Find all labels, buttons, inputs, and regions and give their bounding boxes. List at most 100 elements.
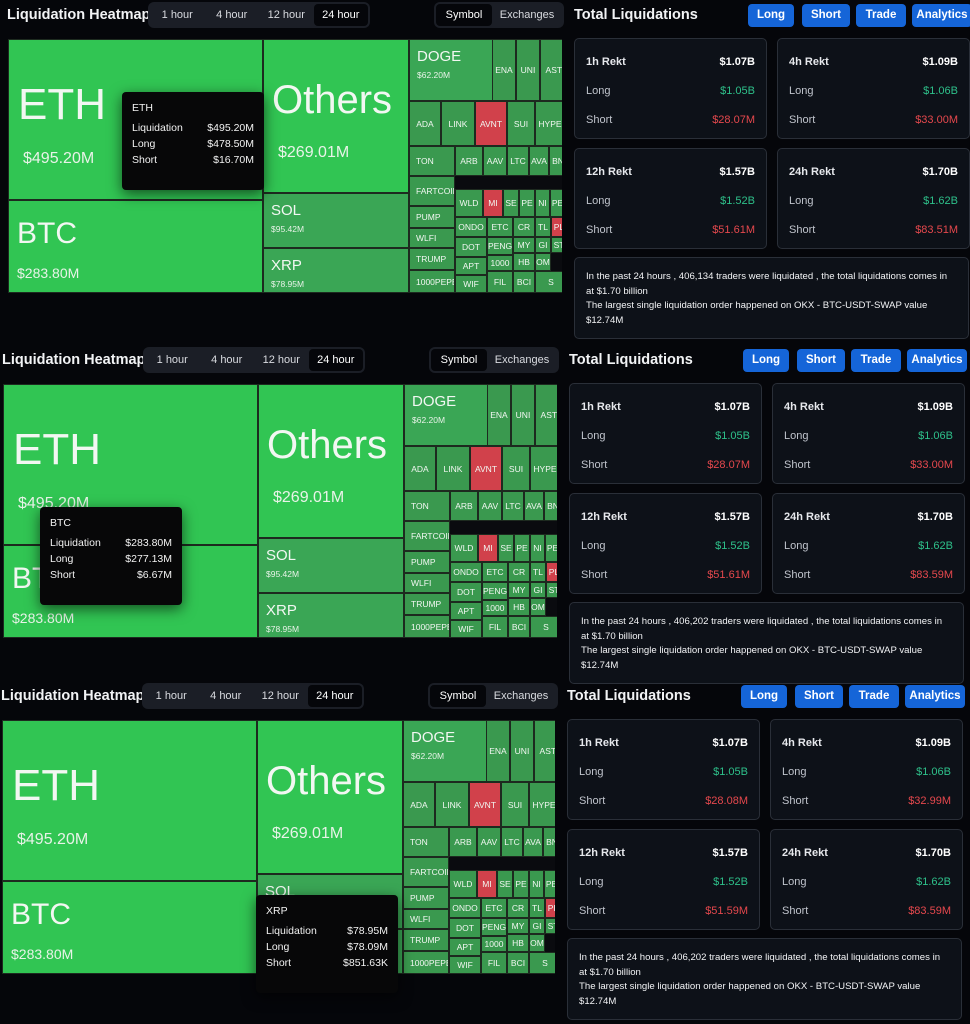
heatmap-cell-small[interactable]: MY xyxy=(513,237,535,253)
heatmap-cell-small[interactable]: MI xyxy=(477,870,497,898)
heatmap-cell-doge[interactable]: DOGE $62.20M xyxy=(409,39,493,101)
heatmap-cell-small[interactable]: WLFI xyxy=(409,228,455,248)
heatmap-cell-small[interactable]: OM xyxy=(535,253,551,271)
heatmap-cell-small[interactable]: CR xyxy=(507,898,529,918)
heatmap-cell-small[interactable]: 1000PEPE xyxy=(404,615,450,638)
heatmap-cell-small[interactable]: MI xyxy=(483,189,503,217)
tab-24-hour[interactable]: 24 hour xyxy=(307,685,362,707)
long-button[interactable]: Long xyxy=(743,349,789,372)
heatmap-cell-small[interactable]: ADA xyxy=(409,101,441,146)
tab-1-hour[interactable]: 1 hour xyxy=(155,690,187,702)
tab-4-hour[interactable]: 4 hour xyxy=(210,690,242,702)
heatmap-cell-small[interactable]: APT xyxy=(450,602,482,620)
heatmap-cell-small[interactable]: PL xyxy=(546,562,557,582)
heatmap-cell-small[interactable]: PENG xyxy=(481,918,507,936)
tab-exchanges[interactable]: Exchanges xyxy=(494,354,550,366)
heatmap-cell-small[interactable]: PE xyxy=(513,870,529,898)
heatmap-cell-small[interactable]: PL xyxy=(551,217,562,237)
heatmap-cell-small[interactable]: DOT xyxy=(449,918,481,938)
heatmap-cell-small[interactable]: TL xyxy=(530,562,546,582)
heatmap-cell-small[interactable]: OM xyxy=(530,598,546,616)
heatmap-cell-small[interactable]: ADA xyxy=(404,446,436,491)
heatmap-cell-small[interactable]: UNI xyxy=(511,384,535,446)
heatmap-cell-small[interactable]: 1000 xyxy=(481,936,507,952)
heatmap-cell-small[interactable]: PE xyxy=(544,870,555,898)
heatmap-cell-small[interactable]: S xyxy=(535,271,562,293)
heatmap-cell-small[interactable]: AVNT xyxy=(475,101,507,146)
heatmap-cell-small[interactable]: ENA xyxy=(486,720,510,782)
heatmap-cell-small[interactable]: AAV xyxy=(478,491,502,521)
heatmap-cell-small[interactable]: SE xyxy=(497,870,513,898)
short-button[interactable]: Short xyxy=(797,349,845,372)
heatmap-cell-small[interactable]: BN xyxy=(543,827,555,857)
heatmap-cell-small[interactable]: ONDO xyxy=(449,898,481,918)
heatmap-cell-btc[interactable]: BTC $283.80M xyxy=(2,881,257,974)
heatmap-cell-small[interactable]: WLD xyxy=(455,189,483,217)
tab-4-hour[interactable]: 4 hour xyxy=(211,354,243,366)
heatmap-cell-small[interactable]: ETC xyxy=(481,898,507,918)
heatmap-cell-small[interactable]: BN xyxy=(544,491,557,521)
heatmap-cell-small[interactable]: LTC xyxy=(501,827,523,857)
tab-1-hour[interactable]: 1 hour xyxy=(156,354,188,366)
heatmap-cell-small[interactable]: BCI xyxy=(513,271,535,293)
heatmap-cell-small[interactable]: OM xyxy=(529,934,545,952)
heatmap-cell-xrp[interactable]: XRP $78.95M xyxy=(258,593,404,638)
heatmap-cell-small[interactable]: AVA xyxy=(524,491,544,521)
heatmap-cell-small[interactable]: DOT xyxy=(455,237,487,257)
heatmap-cell-small[interactable]: HYPE xyxy=(535,101,562,146)
heatmap-cell-small[interactable]: FARTCOIN xyxy=(404,521,450,551)
heatmap-cell-small[interactable]: AAV xyxy=(477,827,501,857)
heatmap-cell-small[interactable]: ASTI xyxy=(534,720,555,782)
heatmap-cell-small[interactable]: 1000PEPE xyxy=(409,270,455,293)
heatmap-cell-small[interactable]: ST xyxy=(545,918,555,934)
heatmap-cell-small[interactable]: ONDO xyxy=(455,217,487,237)
heatmap-cell-small[interactable]: ASTI xyxy=(540,39,562,101)
heatmap-cell-small[interactable]: WLD xyxy=(449,870,477,898)
tab-24-hour[interactable]: 24 hour xyxy=(308,349,363,371)
heatmap-cell-small[interactable]: PUMP xyxy=(409,206,455,228)
heatmap-cell-small[interactable]: 1000 xyxy=(482,600,508,616)
heatmap-cell-small[interactable]: BCI xyxy=(507,952,529,974)
heatmap-cell-small[interactable]: UNI xyxy=(510,720,534,782)
heatmap-cell-small[interactable]: ARB xyxy=(455,146,483,176)
heatmap-cell-small[interactable]: S xyxy=(529,952,555,974)
heatmap-cell-small[interactable]: ADA xyxy=(403,782,435,827)
heatmap-cell-small[interactable]: NI xyxy=(535,189,550,217)
heatmap-cell-small[interactable]: PE xyxy=(550,189,562,217)
heatmap-cell-small[interactable]: WIF xyxy=(455,275,487,293)
short-button[interactable]: Short xyxy=(795,685,843,708)
heatmap-cell-small[interactable]: WIF xyxy=(449,956,481,974)
trade-button[interactable]: Trade xyxy=(849,685,899,708)
heatmap-cell-small[interactable]: SE xyxy=(498,534,514,562)
heatmap-cell-small[interactable]: LINK xyxy=(435,782,469,827)
heatmap-cell-small[interactable]: APT xyxy=(455,257,487,275)
trade-button[interactable]: Trade xyxy=(851,349,901,372)
heatmap-cell-small[interactable]: FIL xyxy=(487,271,513,293)
heatmap-cell-small[interactable]: S xyxy=(530,616,557,638)
heatmap-cell-small[interactable]: ST xyxy=(551,237,562,253)
heatmap-cell-sol[interactable]: SOL $95.42M xyxy=(258,538,404,593)
heatmap-cell-small[interactable]: LTC xyxy=(502,491,524,521)
heatmap-cell-small[interactable]: TRUMP xyxy=(404,593,450,615)
heatmap-cell-small[interactable]: AVA xyxy=(529,146,549,176)
heatmap-cell-small[interactable]: 1000PEPE xyxy=(403,951,449,974)
heatmap-cell-small[interactable]: MY xyxy=(508,582,530,598)
tab-12-hour[interactable]: 12 hour xyxy=(261,690,299,702)
heatmap-cell-doge[interactable]: DOGE $62.20M xyxy=(404,384,488,446)
heatmap-cell-small[interactable]: ARB xyxy=(450,491,478,521)
heatmap-cell-small[interactable]: GI xyxy=(535,237,551,253)
heatmap-cell-small[interactable]: SUI xyxy=(502,446,530,491)
analytics-button[interactable]: Analytics xyxy=(905,685,965,708)
tab-12-hour[interactable]: 12 hour xyxy=(267,9,305,21)
tab-1-hour[interactable]: 1 hour xyxy=(161,9,193,21)
tab-exchanges[interactable]: Exchanges xyxy=(499,9,555,21)
heatmap-cell-small[interactable]: HYPE xyxy=(530,446,557,491)
analytics-button[interactable]: Analytics xyxy=(912,4,970,27)
heatmap-cell-small[interactable]: FIL xyxy=(481,952,507,974)
heatmap-cell-small[interactable]: ENA xyxy=(492,39,516,101)
heatmap-cell-small[interactable]: LINK xyxy=(441,101,475,146)
heatmap-cell-small[interactable]: BCI xyxy=(508,616,530,638)
heatmap-cell-small[interactable]: PL xyxy=(545,898,555,918)
heatmap-cell-small[interactable]: TRUMP xyxy=(409,248,455,270)
heatmap-cell-small[interactable]: AVA xyxy=(523,827,543,857)
